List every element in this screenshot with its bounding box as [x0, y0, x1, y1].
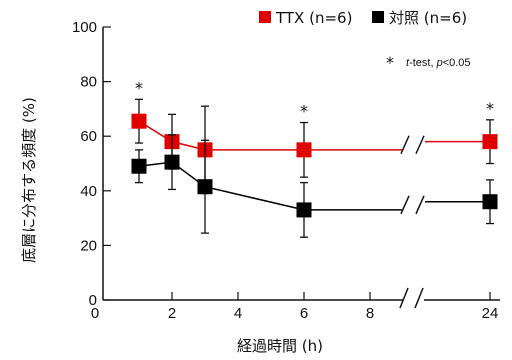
data-point	[131, 158, 147, 174]
y-tick-label: 60	[80, 128, 97, 145]
series-break-mark	[415, 195, 425, 215]
series-break-mark	[415, 135, 425, 155]
data-point	[296, 202, 312, 218]
y-axis-title: 底層に分布する頻度 (%)	[20, 97, 38, 263]
x-tick-label: 6	[300, 305, 308, 322]
significance-markers: * * *	[135, 78, 494, 120]
data-point	[482, 194, 498, 210]
series-line	[138, 120, 304, 151]
x-axis-break-mark	[414, 287, 424, 309]
series-layer	[131, 98, 498, 238]
axes	[102, 27, 500, 309]
data-point	[296, 142, 312, 158]
note-star: *	[386, 53, 394, 72]
y-tick-label: 20	[80, 237, 97, 254]
legend: TTX (n=6) 対照 (n=6)	[259, 9, 467, 27]
x-tick-label: 0	[91, 305, 99, 322]
data-point	[197, 179, 213, 195]
note-text: t-test, p<0.05	[406, 57, 471, 69]
data-point	[131, 113, 147, 129]
series-line	[138, 161, 305, 211]
significance-star: *	[486, 99, 494, 118]
x-tick-label: 2	[168, 305, 176, 322]
note-test: -test,	[409, 57, 437, 69]
significance-note: * t-test, p<0.05	[386, 53, 471, 72]
x-axis-break-mark	[399, 287, 409, 309]
significance-star: *	[300, 102, 308, 121]
y-tick-label: 40	[80, 183, 97, 200]
note-p: p	[436, 57, 443, 69]
legend-swatch-control	[372, 11, 384, 23]
legend-label-control: 対照 (n=6)	[389, 9, 467, 27]
legend-label-ttx: TTX (n=6)	[275, 9, 352, 27]
legend-swatch-ttx	[259, 11, 271, 23]
note-t: t	[406, 57, 410, 69]
x-tick-label: 8	[366, 305, 374, 322]
significance-star: *	[135, 78, 143, 97]
x-tick-label: 4	[234, 305, 242, 322]
x-tick-label: 24	[482, 305, 499, 322]
data-point	[482, 134, 498, 150]
x-axis-title: 経過時間 (h)	[237, 337, 323, 355]
y-tick-label: 0	[89, 292, 97, 309]
data-point	[164, 154, 180, 170]
series-break-mark	[400, 135, 410, 155]
note-threshold: <0.05	[443, 57, 471, 69]
y-tick-label: 100	[72, 19, 97, 36]
y-tick-label: 80	[80, 74, 97, 91]
series-break-mark	[400, 195, 410, 215]
